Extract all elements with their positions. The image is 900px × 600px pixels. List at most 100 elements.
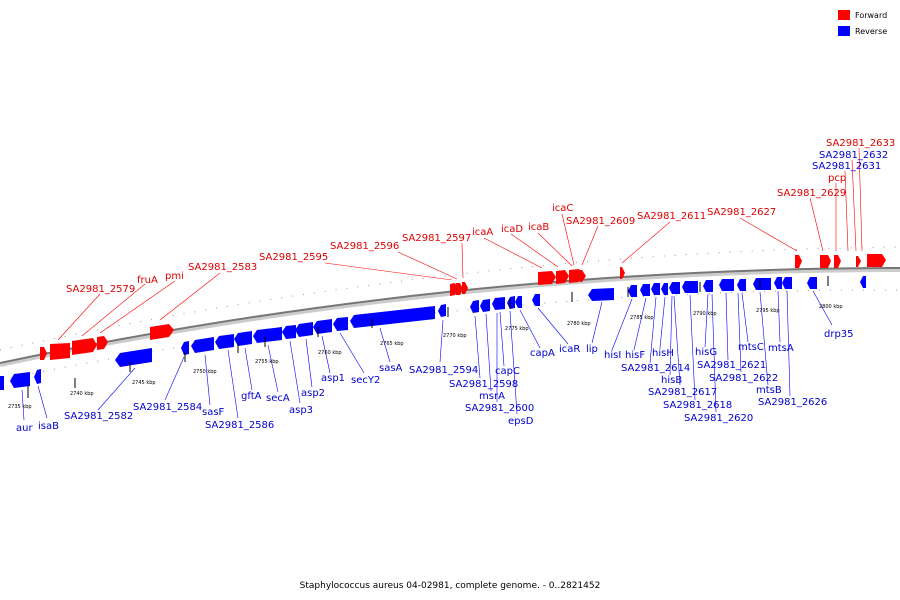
gene-arrow-reverse[interactable] — [807, 277, 817, 289]
gene-arrow-forward[interactable] — [538, 271, 556, 285]
gene-arrow-reverse[interactable] — [492, 297, 505, 310]
gene-label-reverse[interactable]: SA2981_2600 — [465, 403, 534, 414]
gene-label-reverse[interactable]: SA2981_2598 — [449, 379, 518, 390]
gene-label-reverse[interactable]: sasF — [202, 407, 225, 418]
gene-arrow-forward[interactable] — [456, 283, 463, 295]
gene-arrow-reverse[interactable] — [438, 304, 446, 317]
gene-arrow-reverse[interactable] — [34, 369, 41, 384]
gene-arrow-reverse[interactable] — [515, 296, 522, 308]
gene-label-forward[interactable]: SA2981_2629 — [777, 188, 846, 199]
gene-label-forward[interactable]: SA2981_2596 — [330, 241, 399, 252]
gene-arrow-reverse[interactable] — [782, 277, 792, 289]
gene-label-forward[interactable]: icaB — [528, 222, 549, 233]
gene-label-reverse[interactable]: asp1 — [321, 373, 345, 384]
gene-label-forward[interactable]: SA2981_2632 — [819, 150, 888, 161]
gene-label-forward[interactable]: SA2981_2611 — [637, 211, 706, 222]
gene-arrow-reverse[interactable] — [737, 279, 746, 291]
gene-label-reverse[interactable]: icaR — [559, 344, 580, 355]
gene-label-reverse[interactable]: asp3 — [289, 405, 313, 416]
gene-label-forward[interactable]: icaA — [472, 227, 493, 238]
gene-label-reverse[interactable]: asp2 — [301, 388, 325, 399]
gene-label-reverse[interactable]: isaB — [38, 421, 59, 432]
gene-label-reverse[interactable]: secY2 — [351, 375, 380, 386]
gene-arrow-forward[interactable] — [795, 255, 802, 268]
gene-arrow-forward[interactable] — [462, 282, 468, 294]
gene-arrow-reverse[interactable] — [703, 280, 713, 292]
gene-arrow-forward[interactable] — [72, 338, 97, 355]
gene-arrow-forward[interactable] — [150, 324, 174, 340]
gene-arrow-forward[interactable] — [620, 267, 625, 279]
gene-label-reverse[interactable]: SA2981_2617 — [648, 387, 717, 398]
gene-label-forward[interactable]: SA2981_2609 — [566, 216, 635, 227]
gene-label-reverse[interactable]: sasA — [379, 363, 403, 374]
gene-arrow-reverse[interactable] — [480, 299, 490, 312]
gene-label-reverse[interactable]: SA2981_2594 — [409, 365, 478, 376]
gene-arrow-reverse[interactable] — [661, 283, 668, 295]
gene-label-reverse[interactable]: msrA — [479, 391, 505, 402]
gene-label-reverse[interactable]: gftA — [241, 391, 262, 402]
gene-arrow-reverse[interactable] — [507, 296, 515, 309]
gene-label-reverse[interactable]: mtsC — [738, 342, 764, 353]
gene-arrow-reverse[interactable] — [0, 376, 4, 390]
gene-label-reverse[interactable]: SA2981_2626 — [758, 397, 827, 408]
gene-label-reverse[interactable]: aur — [16, 423, 33, 434]
gene-arrow-reverse[interactable] — [333, 317, 348, 331]
gene-label-reverse[interactable]: mtsB — [756, 385, 782, 396]
gene-label-reverse[interactable]: epsD — [508, 416, 534, 427]
gene-arrow-forward[interactable] — [50, 343, 70, 360]
gene-arrow-forward[interactable] — [97, 336, 108, 350]
gene-arrow-reverse[interactable] — [313, 319, 332, 334]
gene-label-reverse[interactable]: SA2981_2582 — [64, 411, 133, 422]
gene-label-forward[interactable]: icaD — [501, 224, 523, 235]
gene-label-reverse[interactable]: SA2981_2584 — [133, 402, 202, 413]
gene-label-forward[interactable]: SA2981_2627 — [707, 207, 776, 218]
gene-label-reverse[interactable]: SA2981_2586 — [205, 420, 274, 431]
gene-arrow-reverse[interactable] — [651, 283, 660, 295]
gene-label-forward[interactable]: SA2981_2633 — [826, 138, 895, 149]
gene-arrow-reverse[interactable] — [115, 348, 152, 367]
gene-arrow-reverse[interactable] — [669, 282, 680, 294]
gene-arrow-reverse[interactable] — [295, 322, 313, 337]
gene-arrow-reverse[interactable] — [350, 306, 435, 328]
gene-label-reverse[interactable]: SA2981_2622 — [709, 373, 778, 384]
gene-arrow-reverse[interactable] — [191, 337, 214, 353]
gene-label-reverse[interactable]: SA2981_2618 — [663, 400, 732, 411]
gene-arrow-reverse[interactable] — [282, 325, 296, 339]
gene-arrow-forward[interactable] — [856, 256, 861, 267]
gene-label-reverse[interactable]: SA2981_2621 — [697, 360, 766, 371]
gene-label-reverse[interactable]: SA2981_2620 — [684, 413, 753, 424]
gene-label-forward[interactable]: icaC — [552, 203, 573, 214]
gene-label-reverse[interactable]: lip — [586, 344, 598, 355]
gene-arrow-reverse[interactable] — [253, 327, 282, 343]
gene-arrow-reverse[interactable] — [234, 331, 252, 346]
gene-arrow-reverse[interactable] — [215, 334, 234, 349]
gene-arrow-reverse[interactable] — [181, 341, 189, 355]
gene-label-reverse[interactable]: capA — [530, 348, 555, 359]
gene-arrow-reverse[interactable] — [532, 294, 540, 306]
gene-arrow-reverse[interactable] — [774, 277, 782, 289]
gene-arrow-reverse[interactable] — [470, 300, 479, 313]
gene-arrow-reverse[interactable] — [753, 278, 771, 290]
gene-label-reverse[interactable]: mtsA — [768, 343, 794, 354]
gene-arrow-forward[interactable] — [580, 270, 586, 282]
gene-label-reverse[interactable]: hisI — [604, 350, 621, 361]
gene-label-reverse[interactable]: hisF — [625, 350, 645, 361]
gene-label-reverse[interactable]: hisH — [652, 348, 674, 359]
gene-label-reverse[interactable]: hisB — [661, 375, 682, 386]
gene-arrow-reverse[interactable] — [588, 288, 614, 301]
gene-label-reverse[interactable]: SA2981_2614 — [621, 363, 690, 374]
gene-arrow-reverse[interactable] — [628, 285, 637, 297]
gene-label-reverse[interactable]: drp35 — [824, 329, 854, 340]
gene-label-forward[interactable]: fruA — [137, 275, 158, 286]
gene-label-reverse[interactable]: capC — [495, 366, 520, 377]
gene-arrow-reverse[interactable] — [640, 284, 650, 296]
gene-arrow-forward[interactable] — [40, 347, 47, 360]
gene-label-forward[interactable]: SA2981_2631 — [812, 161, 881, 172]
gene-label-forward[interactable]: pmi — [165, 271, 184, 282]
gene-label-forward[interactable]: pcp — [828, 173, 846, 184]
gene-arrow-forward[interactable] — [556, 270, 569, 284]
gene-arrow-forward[interactable] — [569, 269, 583, 283]
gene-arrow-reverse[interactable] — [719, 279, 734, 291]
gene-arrow-forward[interactable] — [867, 254, 886, 267]
gene-label-forward[interactable]: SA2981_2597 — [402, 233, 471, 244]
